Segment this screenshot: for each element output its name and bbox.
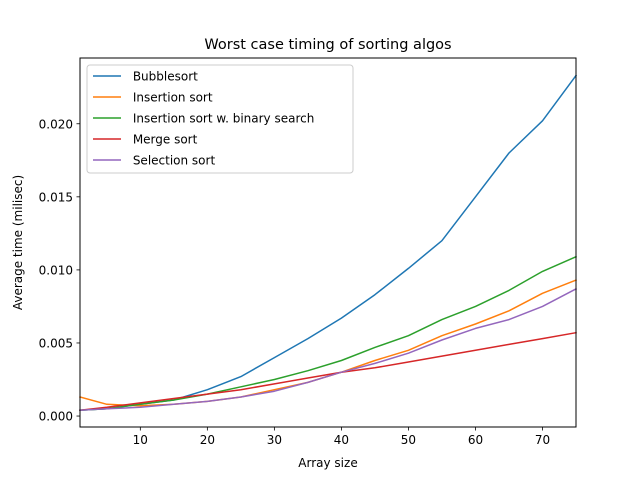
y-tick-label: 0.015 [39, 190, 73, 204]
x-tick-label: 50 [401, 433, 416, 447]
x-axis-label: Array size [298, 456, 357, 470]
y-tick-label: 0.000 [39, 410, 73, 424]
y-tick-label: 0.020 [39, 117, 73, 131]
x-tick-label: 10 [133, 433, 148, 447]
legend-label: Selection sort [129, 154, 215, 168]
legend: Bubblesort Insertion sort Insertion sort… [86, 64, 354, 174]
x-axis: 10 20 30 40 50 60 70 [133, 427, 550, 447]
series-line-1 [79, 279, 577, 407]
y-axis: 0.000 0.005 0.010 0.015 0.020 [39, 117, 80, 424]
plot-frame [79, 57, 577, 428]
x-tick-label: 60 [468, 433, 483, 447]
series-line-4 [79, 287, 578, 411]
series-line-3 [79, 331, 577, 412]
series-line-2 [79, 255, 577, 411]
legend-label: Insertion sort w. binary search [129, 112, 314, 126]
y-axis-label: Average time (milisec) [11, 175, 25, 310]
x-tick-label: 70 [535, 433, 550, 447]
legend-label: Bubblesort [129, 70, 198, 84]
x-tick-label: 30 [267, 433, 282, 447]
legend-frame [86, 64, 354, 174]
x-tick-label: 20 [200, 433, 215, 447]
x-tick-label: 40 [334, 433, 349, 447]
chart-title: Worst case timing of sorting algos [204, 37, 451, 53]
legend-label: Insertion sort [129, 91, 213, 105]
legend-label: Merge sort [129, 133, 198, 147]
y-tick-label: 0.005 [39, 336, 73, 350]
series-layer [79, 74, 578, 412]
y-tick-label: 0.010 [39, 263, 73, 277]
